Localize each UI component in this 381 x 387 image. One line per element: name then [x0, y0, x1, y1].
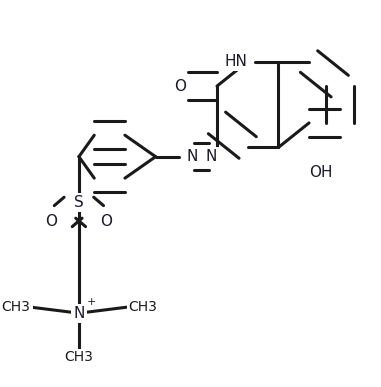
Text: S: S: [74, 195, 84, 210]
Text: N: N: [186, 149, 198, 164]
Text: CH3: CH3: [1, 300, 30, 314]
Text: +: +: [86, 297, 96, 307]
Text: CH3: CH3: [64, 350, 93, 364]
Text: HN: HN: [225, 54, 248, 69]
Text: N: N: [206, 149, 217, 164]
Text: OH: OH: [309, 164, 333, 180]
Text: O: O: [45, 214, 58, 229]
Text: N: N: [73, 306, 85, 321]
Text: O: O: [100, 214, 112, 229]
Text: O: O: [174, 79, 186, 94]
Text: CH3: CH3: [128, 300, 157, 314]
